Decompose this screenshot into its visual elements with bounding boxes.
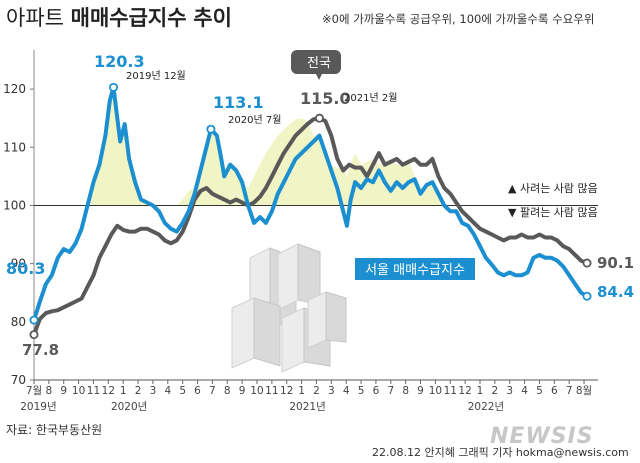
peak-markers: [29, 82, 592, 340]
national-series-line: [32, 116, 589, 337]
x-tick-label: 2: [492, 385, 499, 397]
x-tick-label: 8: [402, 385, 409, 397]
seoul-2020-peak-marker: [206, 124, 216, 134]
x-tick-label: 12: [280, 385, 293, 397]
x-tick-label: 1: [298, 385, 305, 397]
x-tick-label: 10: [72, 385, 85, 397]
national-series-label-text: 전국: [307, 56, 331, 71]
x-tick-label: 9: [239, 385, 246, 397]
seoul-series-label: 서울 매매수급지수: [355, 258, 475, 280]
seoul-start-marker: [29, 315, 39, 325]
seoul-series-label-text: 서울 매매수급지수: [365, 263, 465, 278]
seoul-2020-peak-date: 2020년 7월: [228, 114, 281, 126]
x-tick-label: 3: [506, 385, 513, 397]
seoul-series-line: [32, 85, 589, 323]
x-tick-label: 8: [224, 385, 231, 397]
x-tick-label: 7월: [26, 385, 42, 397]
national-series-label: 전국: [291, 50, 341, 80]
series-layer: [32, 85, 589, 337]
seoul-2020-peak-value: 113.1: [213, 93, 264, 112]
x-tick-label: 1: [120, 385, 127, 397]
x-tick-label: 11: [265, 385, 278, 397]
x-tick-label: 7: [566, 385, 573, 397]
seoul-2019-peak-value: 120.3: [94, 52, 145, 71]
seoul-start-value: 80.3: [6, 259, 45, 278]
seoul-end-value: 84.4: [597, 283, 634, 301]
title-strong: 매매수급지수: [70, 6, 187, 30]
national-2021-peak-date: 2021년 2월: [344, 92, 397, 104]
x-tick-label: 10: [429, 385, 442, 397]
x-tick-label: 5: [179, 385, 186, 397]
seoul-2019-peak-date: 2019년 12월: [126, 70, 186, 82]
x-tick-label: 8: [46, 385, 53, 397]
x-tick-label: 7: [209, 385, 216, 397]
national-start-value: 77.8: [22, 341, 59, 359]
national-2021-peak-marker: [314, 113, 324, 123]
x-tick-label: 11: [87, 385, 100, 397]
chart-title: 아파트 매매수급지수 추이: [6, 2, 232, 32]
legend-up: ▲ 사려는 사람 많음: [508, 182, 598, 195]
x-tick-label: 2: [135, 385, 142, 397]
national-end-value: 90.1: [597, 254, 634, 272]
x-tick-label: 4: [343, 385, 350, 397]
x-tick-label: 3: [150, 385, 157, 397]
x-tick-label: 5: [536, 385, 543, 397]
x-tick-label: 10: [250, 385, 263, 397]
national-start-marker: [29, 330, 39, 340]
x-tick-label: 11: [444, 385, 457, 397]
y-tick-label: 100: [3, 198, 26, 212]
source-note: 자료: 한국부동산원: [6, 423, 103, 437]
y-tick-label: 80: [11, 315, 26, 329]
x-tick-label: 6: [551, 385, 558, 397]
apartment-illustration: [231, 243, 347, 373]
y-axis: 70 80 90 100 110 120: [3, 50, 598, 387]
baseline-fill-area: [34, 87, 564, 206]
seoul-2019-peak-marker: [109, 82, 119, 92]
year-label: 2019년: [20, 401, 56, 413]
chart-note: ※0에 가까울수록 공급우위, 100에 가까울수록 수요우위: [322, 12, 595, 26]
x-tick-label: 4: [164, 385, 171, 397]
title-suffix: 추이: [193, 6, 232, 30]
x-tick-label: 5: [358, 385, 365, 397]
graphic-credit: 22.08.12 안지혜 그래픽 기자 hokma@newsis.com: [372, 446, 629, 459]
national-end-marker: [582, 258, 592, 268]
x-tick-label: 6: [194, 385, 201, 397]
x-tick-label: 4: [521, 385, 528, 397]
x-tick-label: 6: [373, 385, 380, 397]
x-tick-label: 12: [102, 385, 115, 397]
year-label: 2021년: [289, 401, 325, 413]
year-label: 2022년: [468, 401, 504, 413]
year-label: 2020년: [111, 401, 147, 413]
x-tick-label: 8월: [576, 385, 592, 397]
x-tick-label: 3: [328, 385, 335, 397]
title-plain: 아파트: [6, 6, 64, 30]
y-tick-label: 70: [11, 373, 26, 387]
y-tick-label: 120: [3, 82, 26, 96]
newsis-watermark: NEWSIS: [490, 424, 594, 449]
x-tick-label: 7: [387, 385, 394, 397]
x-tick-label: 9: [417, 385, 424, 397]
national-2021-peak-value: 115.0: [300, 89, 351, 108]
legend-down: ▼ 팔려는 사람 많음: [508, 206, 598, 219]
above-baseline-fill: [34, 87, 564, 206]
x-axis: 7월 8 9 10 11 12 1 2 3 4 5 6 7 8 9 10 11 12 1 2 3 4 5 6 7 8 9 10 11 12…: [20, 379, 598, 413]
x-tick-label: 9: [60, 385, 67, 397]
y-tick-label: 110: [3, 140, 26, 154]
x-tick-label: 1: [477, 385, 484, 397]
y-tick-label: 90: [11, 257, 26, 271]
x-tick-label: 12: [458, 385, 471, 397]
seoul-end-marker: [582, 291, 592, 301]
x-tick-label: 2: [313, 385, 320, 397]
